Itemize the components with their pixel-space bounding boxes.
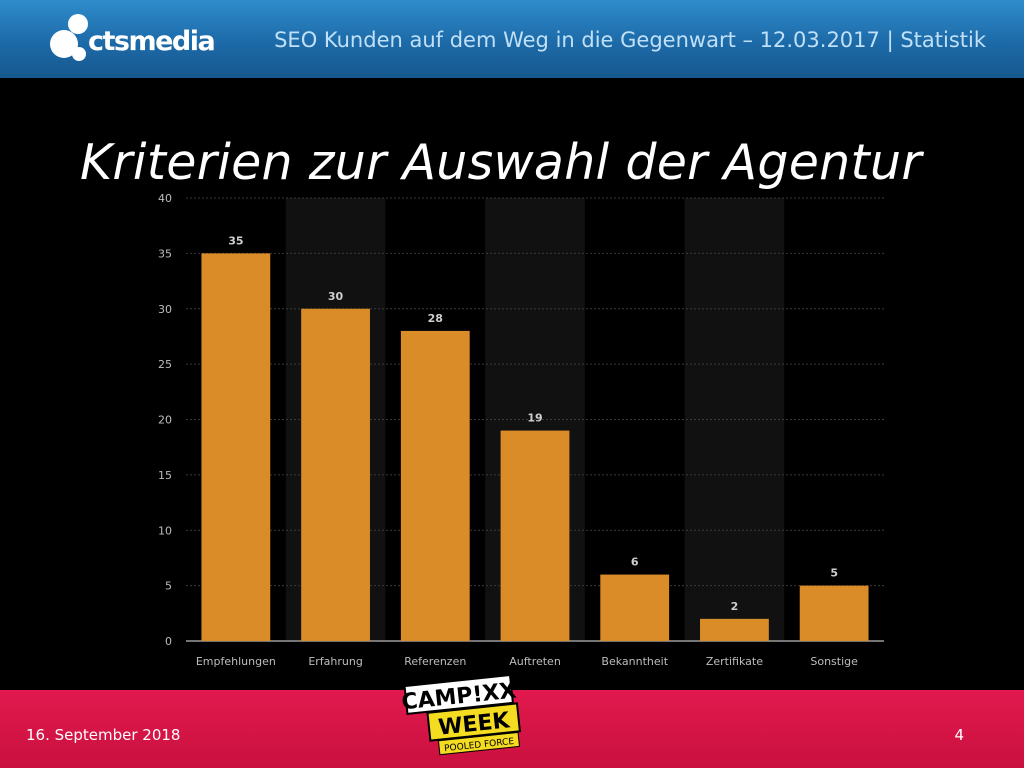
x-tick-label: Referenzen bbox=[404, 655, 466, 668]
x-tick-label: Bekanntheit bbox=[601, 655, 668, 668]
bar bbox=[799, 585, 869, 641]
header-bar: ctsmedia SEO Kunden auf dem Weg in die G… bbox=[0, 0, 1024, 78]
x-tick-label: Auftreten bbox=[509, 655, 561, 668]
bar bbox=[400, 330, 470, 641]
data-label: 2 bbox=[731, 600, 739, 613]
x-tick-label: Empfehlungen bbox=[196, 655, 276, 668]
bar bbox=[600, 574, 670, 641]
page-number: 4 bbox=[954, 726, 964, 744]
footer-date: 16. September 2018 bbox=[26, 726, 181, 744]
y-tick-label: 15 bbox=[158, 469, 172, 482]
slide-title: Kriterien zur Auswahl der Agentur bbox=[80, 134, 922, 191]
y-tick-label: 10 bbox=[158, 524, 172, 537]
bar bbox=[201, 253, 271, 641]
y-tick-label: 25 bbox=[158, 358, 172, 371]
logo-text: ctsmedia bbox=[88, 26, 216, 57]
data-label: 35 bbox=[228, 234, 243, 247]
data-label: 28 bbox=[428, 312, 443, 325]
header-title: SEO Kunden auf dem Weg in die Gegenwart … bbox=[274, 28, 986, 52]
y-tick-label: 40 bbox=[158, 192, 172, 205]
bar bbox=[500, 430, 570, 641]
bar bbox=[700, 618, 769, 641]
y-tick-label: 30 bbox=[158, 303, 172, 316]
x-tick-label: Erfahrung bbox=[308, 655, 363, 668]
x-tick-label: Zertifikate bbox=[706, 655, 763, 668]
data-label: 5 bbox=[830, 567, 838, 580]
y-tick-label: 0 bbox=[165, 635, 172, 648]
data-label: 30 bbox=[328, 290, 344, 303]
bar bbox=[301, 308, 370, 641]
x-tick-label: Sonstige bbox=[810, 655, 858, 668]
bar-chart: 051015202530354035Empfehlungen30Erfahrun… bbox=[158, 192, 884, 668]
y-tick-label: 35 bbox=[158, 247, 172, 260]
data-label: 6 bbox=[631, 556, 639, 569]
cts-media-logo-icon bbox=[50, 14, 88, 61]
campixx-week-logo-icon: CAMP!XX WEEK POOLED FORCE bbox=[402, 676, 521, 756]
y-tick-label: 20 bbox=[158, 414, 172, 427]
y-tick-label: 5 bbox=[165, 580, 172, 593]
data-label: 19 bbox=[527, 412, 542, 425]
